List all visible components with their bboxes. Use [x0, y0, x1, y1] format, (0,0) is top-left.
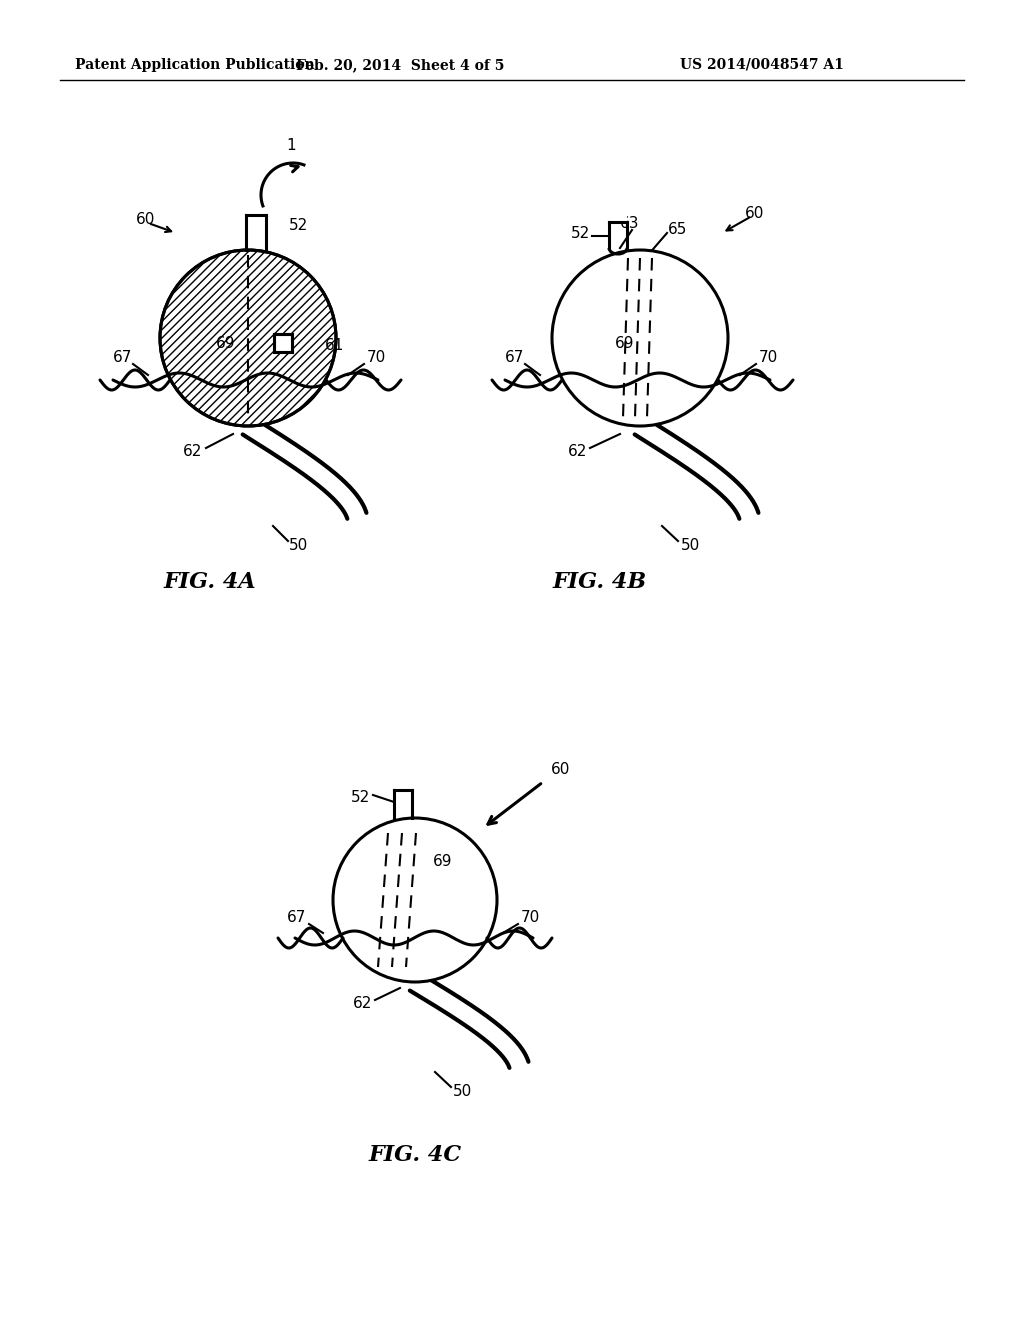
- Text: 52: 52: [289, 218, 307, 232]
- Text: 52: 52: [351, 791, 371, 805]
- Text: FIG. 4C: FIG. 4C: [369, 1144, 462, 1166]
- Text: Feb. 20, 2014  Sheet 4 of 5: Feb. 20, 2014 Sheet 4 of 5: [296, 58, 504, 73]
- Bar: [274, 334, 292, 352]
- Text: 60: 60: [136, 213, 156, 227]
- Text: Patent Application Publication: Patent Application Publication: [75, 58, 314, 73]
- Text: 60: 60: [551, 763, 570, 777]
- Text: 70: 70: [520, 911, 540, 925]
- Text: 1: 1: [286, 137, 296, 153]
- Text: 65: 65: [669, 223, 688, 238]
- Bar: [246, 180, 266, 215]
- Text: 69: 69: [615, 335, 635, 351]
- Text: 70: 70: [759, 351, 777, 366]
- Text: 52: 52: [570, 226, 590, 240]
- Text: FIG. 4A: FIG. 4A: [164, 572, 256, 593]
- Bar: [394, 762, 412, 789]
- Text: 62: 62: [353, 997, 373, 1011]
- Text: US 2014/0048547 A1: US 2014/0048547 A1: [680, 58, 844, 73]
- Circle shape: [333, 818, 497, 982]
- Text: 69: 69: [433, 854, 453, 870]
- Text: FIG. 4B: FIG. 4B: [553, 572, 647, 593]
- Text: 70: 70: [367, 351, 386, 366]
- Circle shape: [552, 249, 728, 426]
- Text: 67: 67: [505, 351, 524, 366]
- Text: 50: 50: [680, 539, 699, 553]
- Text: 60: 60: [745, 206, 765, 220]
- Text: 69: 69: [216, 335, 236, 351]
- Text: 62: 62: [183, 444, 203, 458]
- Text: 62: 62: [568, 444, 588, 458]
- Text: 50: 50: [289, 539, 307, 553]
- Text: 61: 61: [326, 338, 345, 354]
- Circle shape: [160, 249, 336, 426]
- Text: 67: 67: [288, 911, 306, 925]
- Text: 50: 50: [454, 1085, 473, 1100]
- Text: 63: 63: [621, 215, 640, 231]
- Text: 67: 67: [114, 351, 133, 366]
- Bar: [274, 334, 292, 352]
- Bar: [609, 191, 627, 222]
